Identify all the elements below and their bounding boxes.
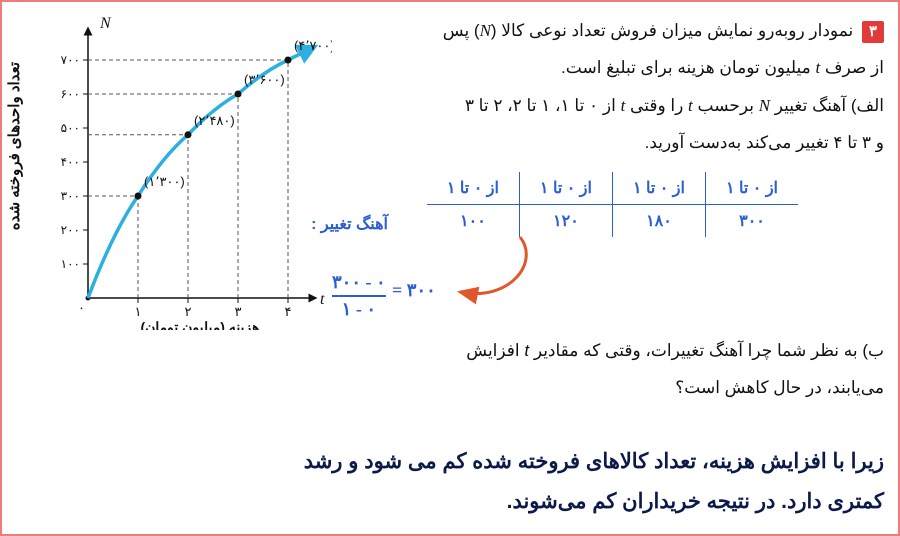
- y-tick-label: ۱۰۰: [61, 257, 80, 271]
- sales-curve-chart: Nt ۱ ۲ ۳ ۴ ۱۰۰ ۲۰۰ ۳۰۰ ۴۰۰ ۵۰۰ ۶۰۰ ۷۰۰ ۰ (۱٬۳۰۰) (۲٬۴۸…: [32, 10, 332, 330]
- data-point-label: (۳٬۶۰۰): [244, 72, 285, 87]
- y-tick-label: ۶۰۰: [61, 87, 80, 101]
- rate-table-wrap: از ۰ تا ۱ از ۰ تا ۱ از ۰ تا ۱ از ۰ تا ۱ …: [427, 172, 798, 237]
- rate-value-cell: ۳۰۰: [705, 205, 798, 238]
- answer-text: زیرا با افزایش هزینه، تعداد کالاهای فروخ…: [16, 442, 884, 522]
- partb-line2: می‌یابند، در حال کاهش است؟: [675, 378, 884, 397]
- annotation-arrow: [450, 232, 560, 322]
- parta-mid1: برحسب: [693, 96, 759, 115]
- x-tick-label: ۳: [235, 304, 242, 319]
- y-axis-caption: تعداد واحدهای فروخته شده: [6, 62, 24, 230]
- x-tick-label: ۲: [185, 304, 192, 319]
- partb-post: افزایش: [466, 341, 524, 360]
- answer-line2: کمتری دارد. در نتیجه خریداران کم می‌شوند…: [507, 490, 884, 513]
- intro-post: ) پس: [443, 21, 480, 40]
- x-tick-label: ۱: [135, 304, 142, 319]
- part-b-block: ب) به نظر شما چرا آهنگ تغییرات، وقتی که …: [324, 332, 884, 407]
- rate-header-cell: از ۰ تا ۱: [427, 172, 520, 205]
- answer-line1: زیرا با افزایش هزینه، تعداد کالاهای فروخ…: [304, 450, 884, 473]
- rate-fraction: ۳۰۰ - ۰ ۱ - ۰ = ۳۰۰: [332, 272, 386, 320]
- y-tick-label: ۳۰۰: [61, 189, 80, 203]
- origin-label: ۰: [78, 300, 85, 315]
- question-number: ۳: [862, 21, 884, 43]
- y-tick-label: ۵۰۰: [61, 121, 80, 135]
- parta-pre: الف) آهنگ تغییر: [770, 96, 884, 115]
- parta-line2: و ۳ تا ۴ تغییر می‌کند به‌دست آورید.: [645, 133, 884, 152]
- data-point: [135, 193, 142, 200]
- fraction-numerator: ۳۰۰ - ۰: [332, 272, 386, 293]
- x-axis-label: t: [320, 291, 325, 308]
- intro-pre: نمودار روبه‌رو نمایش میزان فروش تعداد نو…: [491, 21, 853, 40]
- y-tick-label: ۲۰۰: [61, 223, 80, 237]
- fraction-denominator: ۱ - ۰: [332, 299, 386, 320]
- page-frame: ۳ نمودار روبه‌رو نمایش میزان فروش تعداد …: [0, 0, 900, 536]
- rate-table-header-row: از ۰ تا ۱ از ۰ تا ۱ از ۰ تا ۱ از ۰ تا ۱: [427, 172, 798, 205]
- parta-v1: N: [759, 96, 770, 115]
- rate-header-cell: از ۰ تا ۱: [705, 172, 798, 205]
- y-axis-label: N: [99, 15, 112, 32]
- y-tick-label: ۴۰۰: [61, 155, 80, 169]
- question-block: ۳ نمودار روبه‌رو نمایش میزان فروش تعداد …: [324, 12, 884, 162]
- parta-post: از ۰ تا ۱، ۱ تا ۲، ۲ تا ۳: [465, 96, 621, 115]
- data-point: [185, 131, 192, 138]
- data-point-label: (۱٬۳۰۰): [144, 174, 185, 189]
- fraction-bar: [332, 295, 386, 297]
- intro2-pre: از صرف: [820, 58, 884, 77]
- x-axis-caption: هزینه (میلیون تومان): [140, 319, 259, 330]
- y-tick-label: ۷۰۰: [61, 53, 80, 67]
- intro2-post: میلیون تومان هزینه برای تبلیغ است.: [561, 58, 815, 77]
- rate-table: از ۰ تا ۱ از ۰ تا ۱ از ۰ تا ۱ از ۰ تا ۱ …: [427, 172, 798, 237]
- arrow-path: [460, 237, 526, 294]
- data-point: [285, 57, 292, 64]
- x-tick-label: ۴: [285, 304, 292, 319]
- chart-container: Nt ۱ ۲ ۳ ۴ ۱۰۰ ۲۰۰ ۳۰۰ ۴۰۰ ۵۰۰ ۶۰۰ ۷۰۰ ۰ (۱٬۳۰۰) (۲٬۴۸…: [32, 10, 332, 335]
- intro-var: N: [480, 21, 491, 40]
- question-text: ۳ نمودار روبه‌رو نمایش میزان فروش تعداد …: [324, 12, 884, 162]
- fraction-result: = ۳۰۰: [392, 280, 436, 301]
- data-point: [235, 91, 242, 98]
- partb-pre: ب) به نظر شما چرا آهنگ تغییرات، وقتی که …: [529, 341, 884, 360]
- parta-mid2: را وقتی: [625, 96, 688, 115]
- rate-value-cell: ۱۸۰: [612, 205, 705, 238]
- data-point-label: (۲٬۴۸۰): [194, 113, 235, 128]
- rate-header-cell: از ۰ تا ۱: [519, 172, 612, 205]
- data-point-label: (۴٬۷۰۰): [294, 38, 332, 53]
- rate-header-cell: از ۰ تا ۱: [612, 172, 705, 205]
